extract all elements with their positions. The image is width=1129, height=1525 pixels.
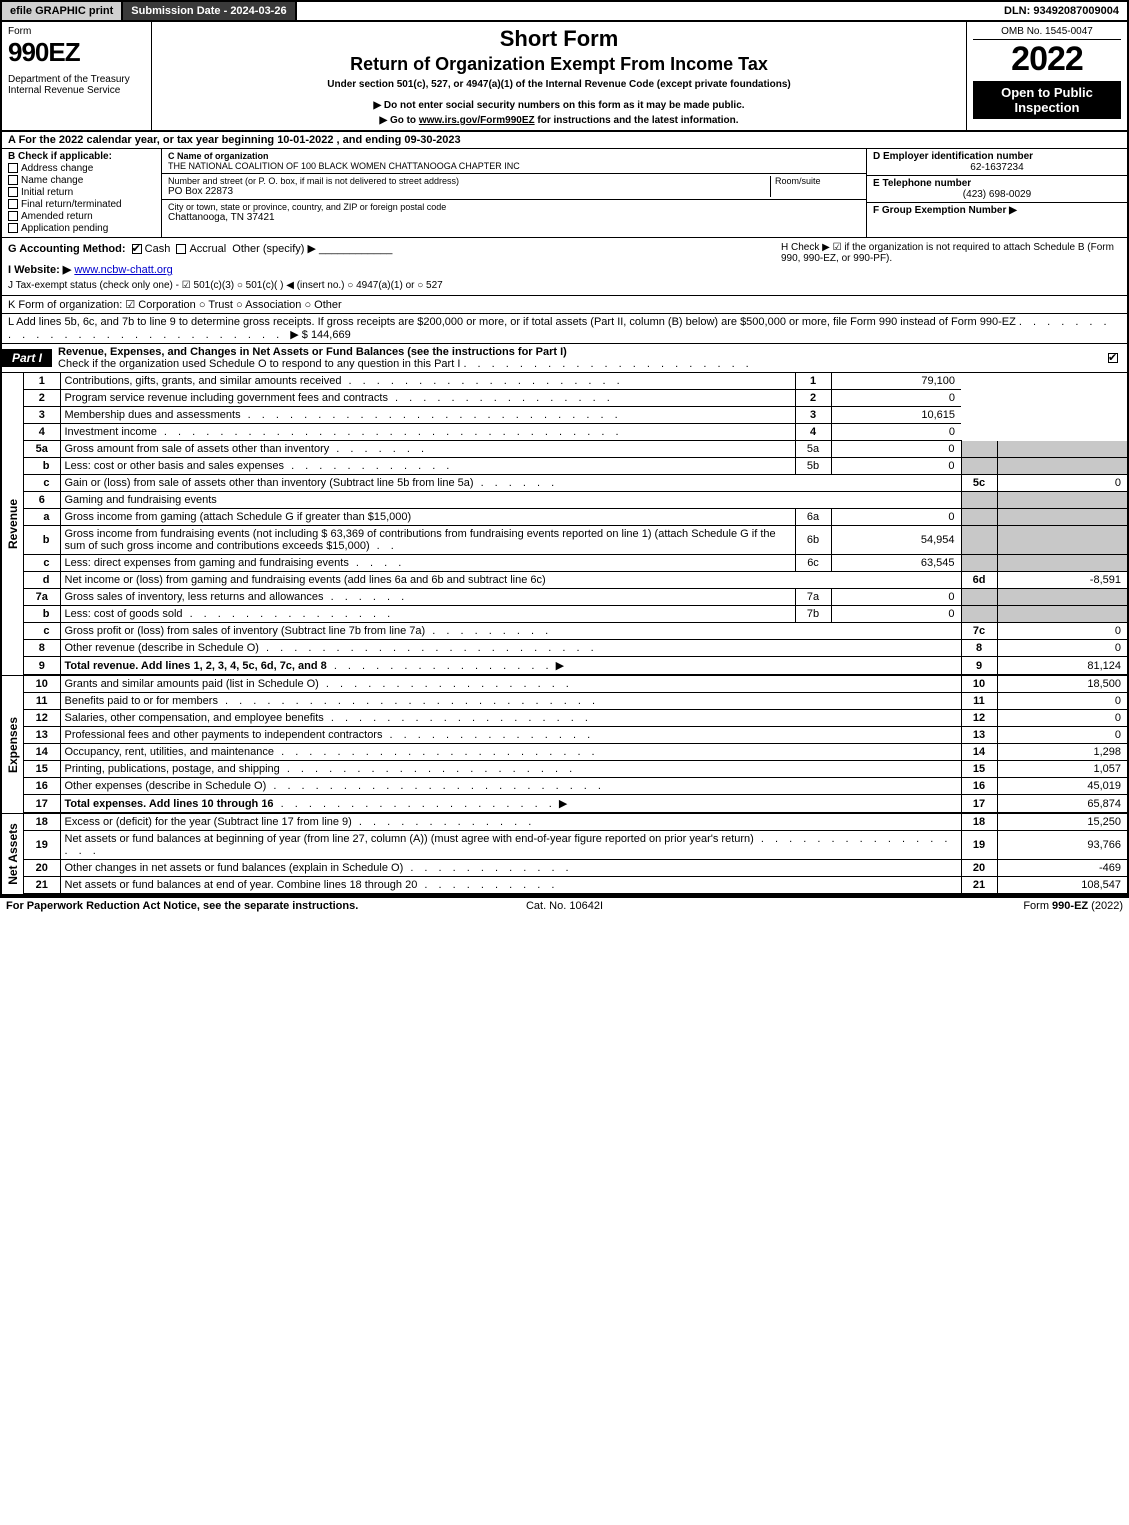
expenses-table: 10Grants and similar amounts paid (list … (24, 676, 1127, 813)
efile-print[interactable]: efile GRAPHIC print (2, 2, 123, 20)
chk-cash[interactable] (132, 244, 142, 254)
chk-application-pending[interactable] (8, 223, 18, 233)
opt-initial-return: Initial return (21, 187, 73, 198)
tax-year: 2022 (973, 40, 1121, 79)
revenue-table: 1Contributions, gifts, grants, and simil… (24, 373, 1127, 675)
part-i-title: Revenue, Expenses, and Changes in Net As… (58, 346, 567, 358)
form-container: efile GRAPHIC print Submission Date - 20… (0, 0, 1129, 898)
row-a-text: A For the 2022 calendar year, or tax yea… (8, 134, 461, 146)
header: Form 990EZ Department of the Treasury In… (2, 22, 1127, 132)
chk-name-change[interactable] (8, 175, 18, 185)
b-label: B Check if applicable: (8, 151, 112, 162)
row-l: L Add lines 5b, 6c, and 7b to line 9 to … (2, 314, 1127, 344)
footer: For Paperwork Reduction Act Notice, see … (0, 898, 1129, 914)
phone: (423) 698-0029 (873, 189, 1121, 200)
topbar: efile GRAPHIC print Submission Date - 20… (2, 2, 1127, 22)
opt-application-pending: Application pending (21, 223, 108, 234)
g-label: G Accounting Method: (8, 243, 126, 255)
form-number: 990EZ (8, 37, 145, 68)
chk-address-change[interactable] (8, 163, 18, 173)
c-label: C Name of organization (168, 151, 269, 161)
org-name: THE NATIONAL COALITION OF 100 BLACK WOME… (168, 161, 860, 171)
form-word: Form (8, 26, 145, 37)
dln: DLN: 93492087009004 (996, 2, 1127, 20)
chk-amended-return[interactable] (8, 211, 18, 221)
subtitle-ssn: ▶ Do not enter social security numbers o… (158, 100, 960, 111)
f-label: F Group Exemption Number ▶ (873, 205, 1017, 216)
chk-schedule-o[interactable] (1108, 353, 1118, 363)
department: Department of the Treasury Internal Reve… (8, 74, 145, 96)
city-label: City or town, state or province, country… (168, 202, 860, 212)
part-i-sub: Check if the organization used Schedule … (58, 358, 460, 370)
footer-right: Form 990-EZ (2022) (751, 900, 1123, 912)
expenses-section: Expenses 10Grants and similar amounts pa… (2, 676, 1127, 814)
chk-final-return[interactable] (8, 199, 18, 209)
part-i-tag: Part I (2, 349, 52, 367)
opt-final-return: Final return/terminated (21, 199, 122, 210)
col-c: C Name of organization THE NATIONAL COAL… (162, 149, 867, 237)
l-amount: ▶ $ 144,669 (290, 329, 350, 341)
subtitle-goto: ▶ Go to www.irs.gov/Form990EZ for instru… (158, 115, 960, 126)
revenue-section: Revenue 1Contributions, gifts, grants, a… (2, 373, 1127, 676)
title-return: Return of Organization Exempt From Incom… (158, 54, 960, 75)
street-label: Number and street (or P. O. box, if mail… (168, 176, 770, 186)
city-val: Chattanooga, TN 37421 (168, 212, 860, 223)
block-bcdef: B Check if applicable: Address change Na… (2, 149, 1127, 238)
net-assets-table: 18Excess or (deficit) for the year (Subt… (24, 814, 1127, 894)
h-text: H Check ▶ ☑ if the organization is not r… (781, 242, 1121, 291)
opt-amended-return: Amended return (21, 211, 93, 222)
goto-post: for instructions and the latest informat… (535, 115, 739, 126)
i-label: I Website: ▶ (8, 264, 71, 276)
net-assets-section: Net Assets 18Excess or (deficit) for the… (2, 814, 1127, 896)
submission-date: Submission Date - 2024-03-26 (123, 2, 296, 20)
chk-accrual[interactable] (176, 244, 186, 254)
goto-pre: ▶ Go to (379, 115, 418, 126)
room-label: Room/suite (775, 176, 860, 186)
row-k: K Form of organization: ☑ Corporation ○ … (2, 296, 1127, 314)
opt-address-change: Address change (21, 163, 93, 174)
footer-mid: Cat. No. 10642I (378, 900, 750, 912)
row-a: A For the 2022 calendar year, or tax yea… (2, 132, 1127, 149)
header-mid: Short Form Return of Organization Exempt… (152, 22, 967, 130)
header-right: OMB No. 1545-0047 2022 Open to Public In… (967, 22, 1127, 130)
public-inspection-badge: Open to Public Inspection (973, 81, 1121, 119)
side-expenses: Expenses (2, 676, 24, 813)
g-other: Other (specify) ▶ (232, 243, 316, 255)
title-short-form: Short Form (158, 26, 960, 52)
side-net-assets: Net Assets (2, 814, 24, 894)
j-text: J Tax-exempt status (check only one) - ☑… (8, 280, 781, 291)
street-val: PO Box 22873 (168, 186, 770, 197)
website-link[interactable]: www.ncbw-chatt.org (74, 264, 172, 276)
ein: 62-1637234 (873, 162, 1121, 173)
opt-name-change: Name change (21, 175, 83, 186)
footer-left: For Paperwork Reduction Act Notice, see … (6, 900, 358, 912)
d-label: D Employer identification number (873, 151, 1033, 162)
header-left: Form 990EZ Department of the Treasury In… (2, 22, 152, 130)
g-accrual: Accrual (189, 243, 226, 255)
irs-link[interactable]: www.irs.gov/Form990EZ (419, 115, 535, 126)
l-text: L Add lines 5b, 6c, and 7b to line 9 to … (8, 316, 1016, 328)
side-revenue: Revenue (2, 373, 24, 675)
subtitle-section: Under section 501(c), 527, or 4947(a)(1)… (158, 79, 960, 90)
col-b: B Check if applicable: Address change Na… (2, 149, 162, 237)
omb-number: OMB No. 1545-0047 (973, 26, 1121, 40)
col-de: D Employer identification number 62-1637… (867, 149, 1127, 237)
row-gh: G Accounting Method: Cash Accrual Other … (2, 238, 1127, 296)
part-i-header: Part I Revenue, Expenses, and Changes in… (2, 344, 1127, 373)
chk-initial-return[interactable] (8, 187, 18, 197)
e-label: E Telephone number (873, 178, 971, 189)
g-cash: Cash (145, 243, 171, 255)
